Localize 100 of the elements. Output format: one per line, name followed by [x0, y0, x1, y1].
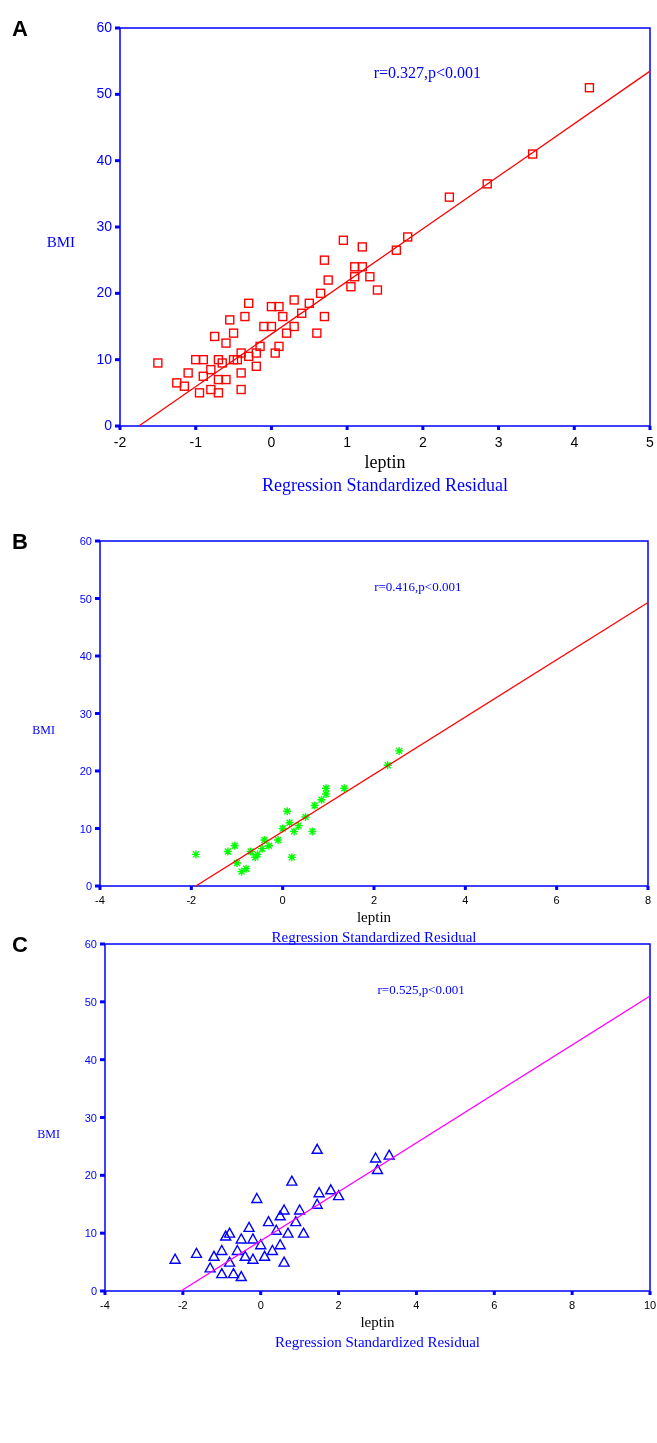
x-tick-label: 5	[646, 434, 655, 450]
x-tick-label: 8	[569, 1299, 576, 1311]
x-tick-label: 3	[494, 434, 503, 450]
text: Regression Standardized Residual	[262, 475, 508, 495]
x-tick-label: -1	[189, 434, 203, 450]
x-tick-label: -2	[177, 1299, 188, 1311]
x-tick-label: 4	[462, 894, 469, 906]
annotation: r=0.327,p<0.001	[373, 64, 482, 82]
y-axis-title: BMI	[46, 234, 75, 250]
x-tick-label: 8	[644, 894, 652, 906]
point	[251, 1192, 263, 1204]
x-tick-label: 10	[643, 1299, 657, 1311]
y-tick-label: 10	[96, 350, 113, 367]
x-tick-label: 0	[267, 434, 276, 450]
x-tick-label: 2	[335, 1299, 342, 1311]
y-tick-label: 0	[104, 417, 113, 433]
point	[247, 1253, 259, 1264]
x-tick-label: 6	[491, 1299, 498, 1311]
y-axis-title: BMI	[32, 722, 55, 737]
y-tick-label: 40	[96, 151, 113, 168]
point	[232, 858, 242, 868]
point	[282, 1227, 294, 1238]
point	[216, 1244, 228, 1256]
point	[219, 1230, 232, 1241]
point	[223, 1256, 236, 1267]
chart-title: A	[12, 16, 28, 41]
x-tick-label: 4	[570, 434, 579, 450]
x-axis-title: leptin	[360, 1314, 396, 1330]
y-tick-label: 0	[85, 880, 92, 892]
point	[321, 789, 331, 799]
point	[216, 1267, 228, 1279]
x-tick-label: -2	[186, 894, 197, 906]
x-tick-label: 0	[257, 1299, 264, 1311]
x-tick-label: -2	[113, 434, 127, 450]
point	[369, 1152, 382, 1163]
y-tick-label: 30	[79, 707, 92, 720]
point	[287, 852, 297, 862]
x-tick-label: -4	[100, 1299, 110, 1311]
point	[231, 1244, 244, 1256]
point	[259, 835, 270, 845]
point	[332, 1189, 345, 1201]
point	[290, 1215, 302, 1227]
y-tick-label: 20	[96, 284, 113, 301]
point	[204, 1262, 216, 1273]
point	[307, 826, 318, 837]
point	[300, 812, 311, 822]
x-tick-label: 1	[343, 434, 352, 450]
point	[258, 1250, 271, 1261]
point	[383, 1149, 395, 1160]
point	[282, 806, 292, 816]
point	[293, 1204, 306, 1215]
point	[313, 1186, 325, 1198]
point	[239, 1250, 251, 1261]
point	[270, 1224, 282, 1235]
point	[227, 1267, 240, 1279]
point	[321, 783, 331, 793]
point	[371, 1163, 384, 1175]
point	[208, 1250, 220, 1261]
x-tick-label: 2	[370, 894, 378, 906]
point	[325, 1184, 337, 1195]
y-tick-label: 10	[79, 822, 92, 835]
point	[311, 1198, 323, 1209]
point	[286, 1175, 298, 1186]
x-axis-title: leptin	[364, 452, 406, 472]
x-axis-title: leptin	[356, 909, 392, 925]
x-tick-label: 2	[418, 434, 427, 450]
point	[235, 1233, 247, 1244]
point	[191, 849, 201, 860]
point	[190, 1247, 203, 1259]
y-tick-label: 60	[84, 938, 97, 950]
x-tick-label: 4	[413, 1299, 420, 1311]
point	[278, 1204, 290, 1215]
point	[246, 846, 256, 857]
point	[243, 1221, 255, 1233]
y-tick-label: 30	[96, 218, 113, 234]
y-axis-title: BMI	[37, 1126, 60, 1141]
point	[278, 1256, 290, 1267]
x-tick-label: -4	[95, 894, 105, 906]
y-tick-label: 20	[79, 765, 92, 777]
y-tick-label: 60	[96, 19, 113, 35]
point	[339, 783, 350, 793]
point	[274, 1239, 286, 1250]
y-tick-label: 40	[79, 650, 92, 662]
y-tick-label: 50	[84, 995, 97, 1008]
point	[236, 866, 247, 877]
y-tick-label: 30	[84, 1111, 97, 1124]
point	[235, 1270, 247, 1282]
point	[169, 1253, 181, 1264]
point	[255, 1239, 267, 1250]
point	[223, 1227, 236, 1238]
x-tick-label: 6	[553, 894, 560, 906]
y-tick-label: 50	[96, 85, 113, 102]
chart-title: C	[12, 932, 28, 957]
point	[247, 1233, 259, 1244]
x-tick-label: 0	[279, 894, 286, 906]
y-tick-label: 10	[84, 1227, 97, 1240]
point	[383, 760, 393, 770]
y-tick-label: 60	[79, 535, 92, 547]
y-tick-label: 40	[84, 1053, 97, 1066]
point	[274, 1210, 286, 1221]
